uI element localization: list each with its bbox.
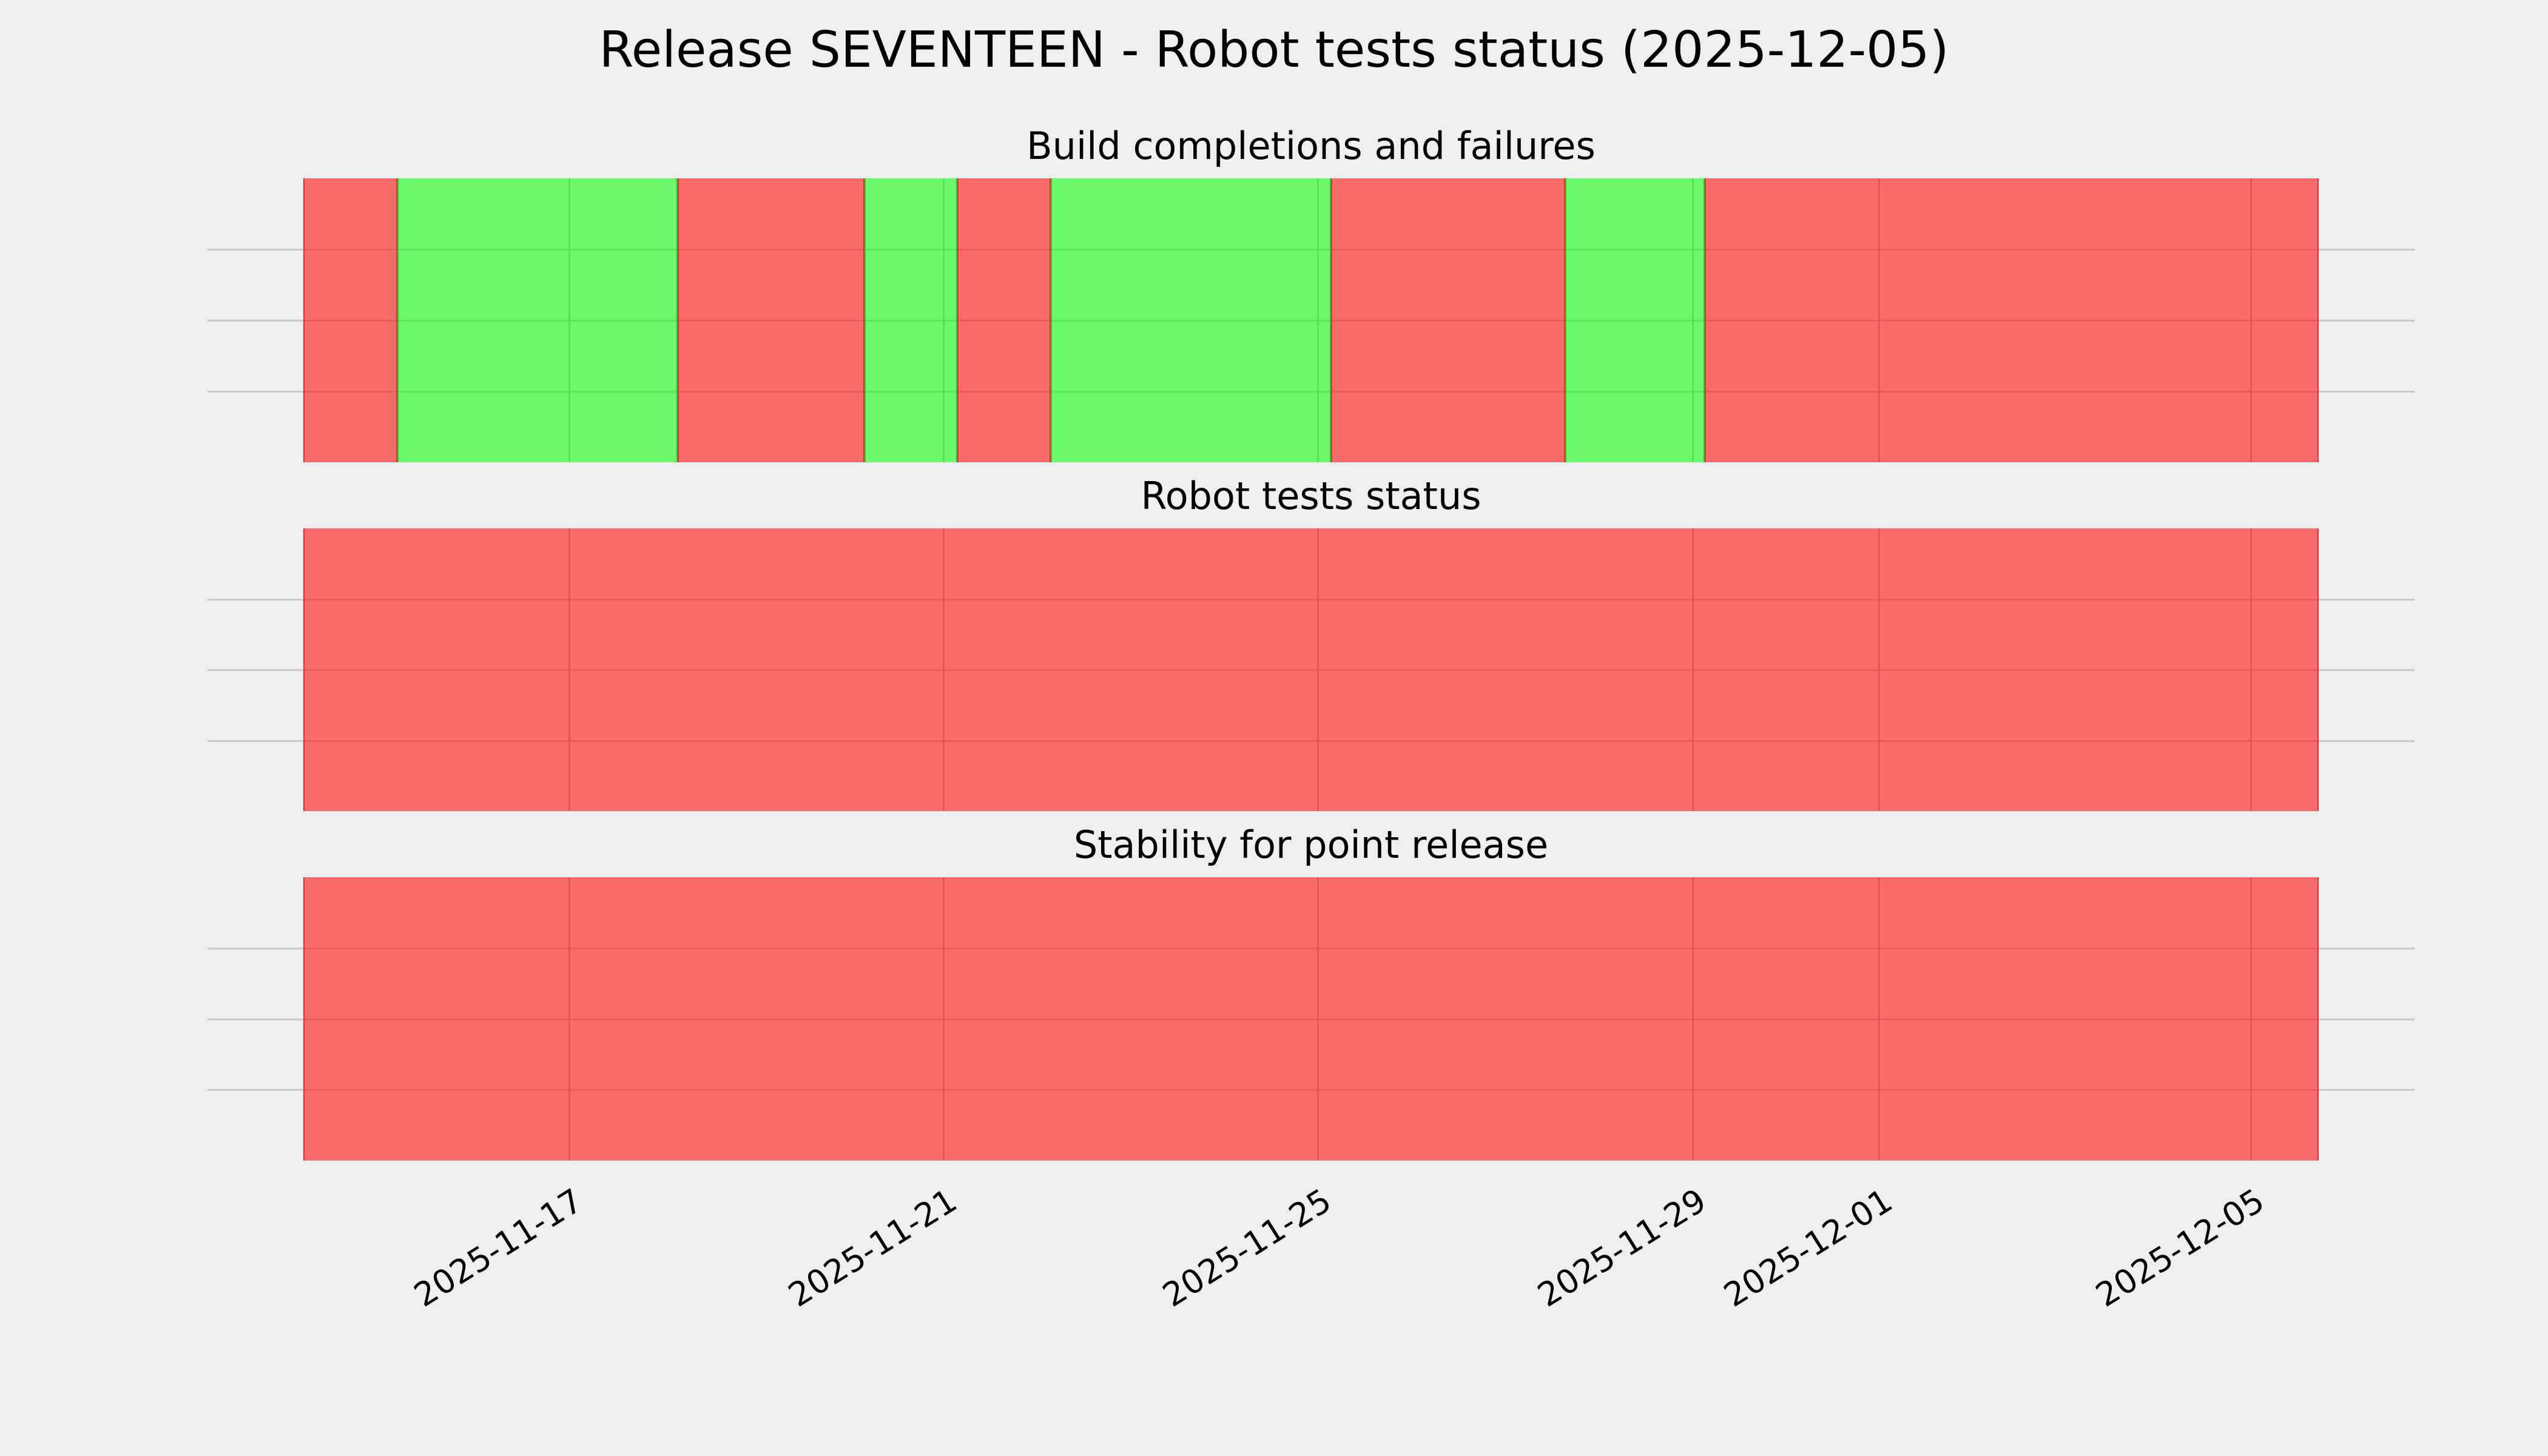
status-segment-pass (864, 178, 958, 462)
status-segment-pass (397, 178, 678, 462)
status-segment-fail (303, 528, 2319, 811)
status-segment-pass (1051, 178, 1332, 462)
subplot-title: Stability for point release (1073, 822, 1549, 867)
status-segment-fail (1331, 178, 1566, 462)
status-segment-fail (303, 178, 398, 462)
x-axis-tick-labels: 2025-11-17 2025-11-21 2025-11-25 2025-11-29… (407, 1181, 2271, 1315)
status-bar (303, 877, 2319, 1161)
status-bar (303, 528, 2319, 811)
status-segment-fail (303, 877, 2319, 1161)
status-segment-fail (1705, 178, 2319, 462)
status-bar (303, 178, 2319, 462)
status-segment-fail (678, 178, 865, 462)
subplot-stability: Stability for point release 2025-11-17 20… (207, 823, 2415, 1315)
status-segment-pass (1565, 178, 1705, 462)
subplot-title: Build completions and failures (1026, 123, 1596, 168)
subplot-build-completions: Build completions and failures (207, 124, 2415, 462)
subplot-robot-tests: Robot tests status (207, 474, 2415, 811)
subplot-title: Robot tests status (1141, 473, 1481, 518)
status-segment-fail (957, 178, 1051, 462)
figure-title: Release SEVENTEEN - Robot tests status (… (599, 21, 1949, 79)
